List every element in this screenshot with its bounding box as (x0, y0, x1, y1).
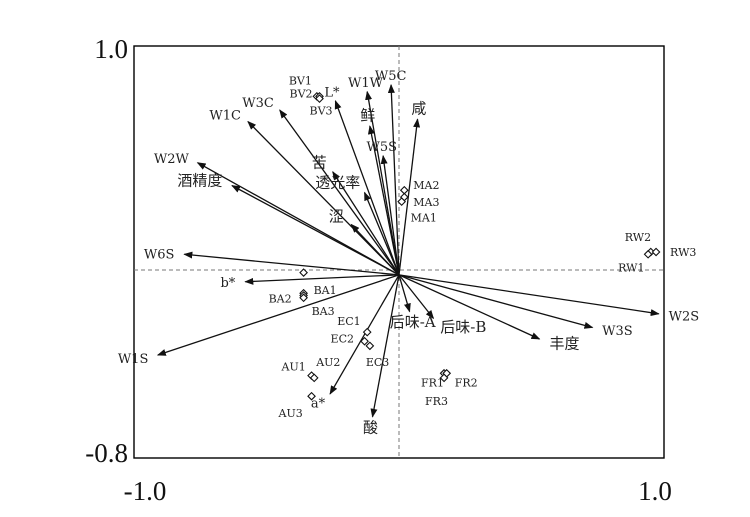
loading-arrow-w5s (380, 154, 400, 275)
sample-label-ec3: EC3 (366, 356, 389, 369)
loading-arrow-20 (398, 274, 541, 340)
sample-label-bv2: BV2 (290, 87, 313, 100)
loading-arrow-17 (370, 274, 400, 418)
sample-label-ma2: MA2 (413, 179, 439, 192)
loading-label-a: 后味-A (390, 313, 436, 331)
loading-arrow-8 (231, 185, 400, 276)
sample-label-rw3: RW3 (670, 246, 696, 259)
sample-point-bv3 (315, 94, 324, 104)
loading-label-b: b* (220, 276, 235, 291)
sample-label-ba2: BA2 (269, 292, 292, 305)
loading-label-11: 透光率 (315, 173, 360, 191)
sample-point-ec3 (365, 341, 375, 351)
loading-arrow-w1w (365, 90, 400, 276)
loading-arrow-a (329, 274, 400, 395)
loading-arrow-10 (332, 171, 400, 276)
sample-label-ec2: EC2 (331, 332, 354, 345)
loading-arrow-b (398, 274, 435, 320)
x-tick-label-right: 1.0 (638, 476, 672, 506)
sample-point-fr3 (439, 373, 449, 383)
loading-arrow-11 (363, 191, 400, 276)
loading-arrow-b (244, 274, 400, 285)
loading-arrow-w5c (387, 83, 400, 275)
sample-label-rw1: RW1 (618, 261, 644, 274)
loading-arrow-w2s (398, 274, 660, 317)
loading-arrow-a (398, 274, 411, 313)
loading-label-10: 苦 (312, 154, 327, 172)
sample-point-rw3 (651, 247, 661, 257)
loading-label-17: 酸 (363, 419, 378, 437)
loading-arrow-w6s (183, 251, 400, 276)
sample-point-au2 (309, 373, 319, 383)
sample-label-ma3: MA3 (413, 196, 439, 209)
sample-label-au2: AU2 (315, 356, 340, 369)
y-tick-label-bottom: -0.8 (85, 438, 128, 468)
loading-label-12: 涩 (329, 208, 344, 226)
loading-label-w3c: W3C (242, 96, 274, 111)
loading-label-w1w: W1W (348, 76, 384, 91)
sample-label-ba1: BA1 (314, 284, 337, 297)
loading-label-w1s: W1S (118, 352, 149, 367)
loading-label-3: 鲜 (360, 106, 375, 124)
sample-label-ma1: MA1 (411, 212, 437, 225)
y-tick-label-top: 1.0 (94, 34, 128, 64)
loading-label-b: 后味-B (440, 318, 486, 336)
sample-label-fr1: FR1 (421, 376, 444, 389)
loading-label-w6s: W6S (144, 247, 175, 262)
loading-label-w2s: W2S (669, 309, 700, 324)
loading-label-2: 咸 (411, 99, 426, 117)
loading-arrow-w2w (196, 162, 400, 276)
loading-arrow-w1s (156, 274, 400, 356)
loading-label-w1c: W1C (209, 108, 241, 123)
loading-label-w5s: W5S (367, 140, 398, 155)
loading-label-a: a* (311, 397, 326, 412)
sample-point-rw1 (643, 249, 653, 259)
sample-label-fr3: FR3 (425, 395, 448, 408)
sample-point-ec1 (362, 327, 372, 337)
sample-label-ba3: BA3 (312, 305, 335, 318)
sample-point-ba3 (299, 293, 308, 303)
sample-point-unlabeled-0 (299, 268, 308, 277)
loading-arrow-l (334, 99, 400, 276)
loading-arrow-w1c (247, 120, 400, 276)
sample-point-ma1 (397, 197, 407, 207)
loading-label-8: 酒精度 (177, 171, 222, 189)
sample-label-ec1: EC1 (337, 315, 360, 328)
x-tick-label-left: -1.0 (124, 476, 167, 506)
sample-label-au3: AU3 (278, 407, 303, 420)
loading-label-w2w: W2W (154, 152, 190, 167)
loading-arrow-w3s (398, 274, 594, 329)
sample-label-bv1: BV1 (289, 74, 312, 87)
sample-point-au3 (307, 391, 316, 401)
sample-label-fr2: FR2 (455, 376, 478, 389)
loading-label-w3s: W3S (602, 324, 633, 339)
loading-arrow-12 (350, 223, 400, 276)
sample-point-ec2 (360, 336, 369, 346)
sample-label-bv3: BV3 (310, 105, 333, 118)
loading-label-w5c: W5C (375, 69, 407, 84)
loading-arrow-3 (367, 125, 400, 276)
loading-arrow-w3c (279, 109, 400, 276)
sample-label-au1: AU1 (281, 361, 306, 374)
loading-label-20: 丰度 (549, 335, 579, 353)
sample-label-rw2: RW2 (625, 231, 651, 244)
loading-label-l: L* (324, 86, 340, 101)
